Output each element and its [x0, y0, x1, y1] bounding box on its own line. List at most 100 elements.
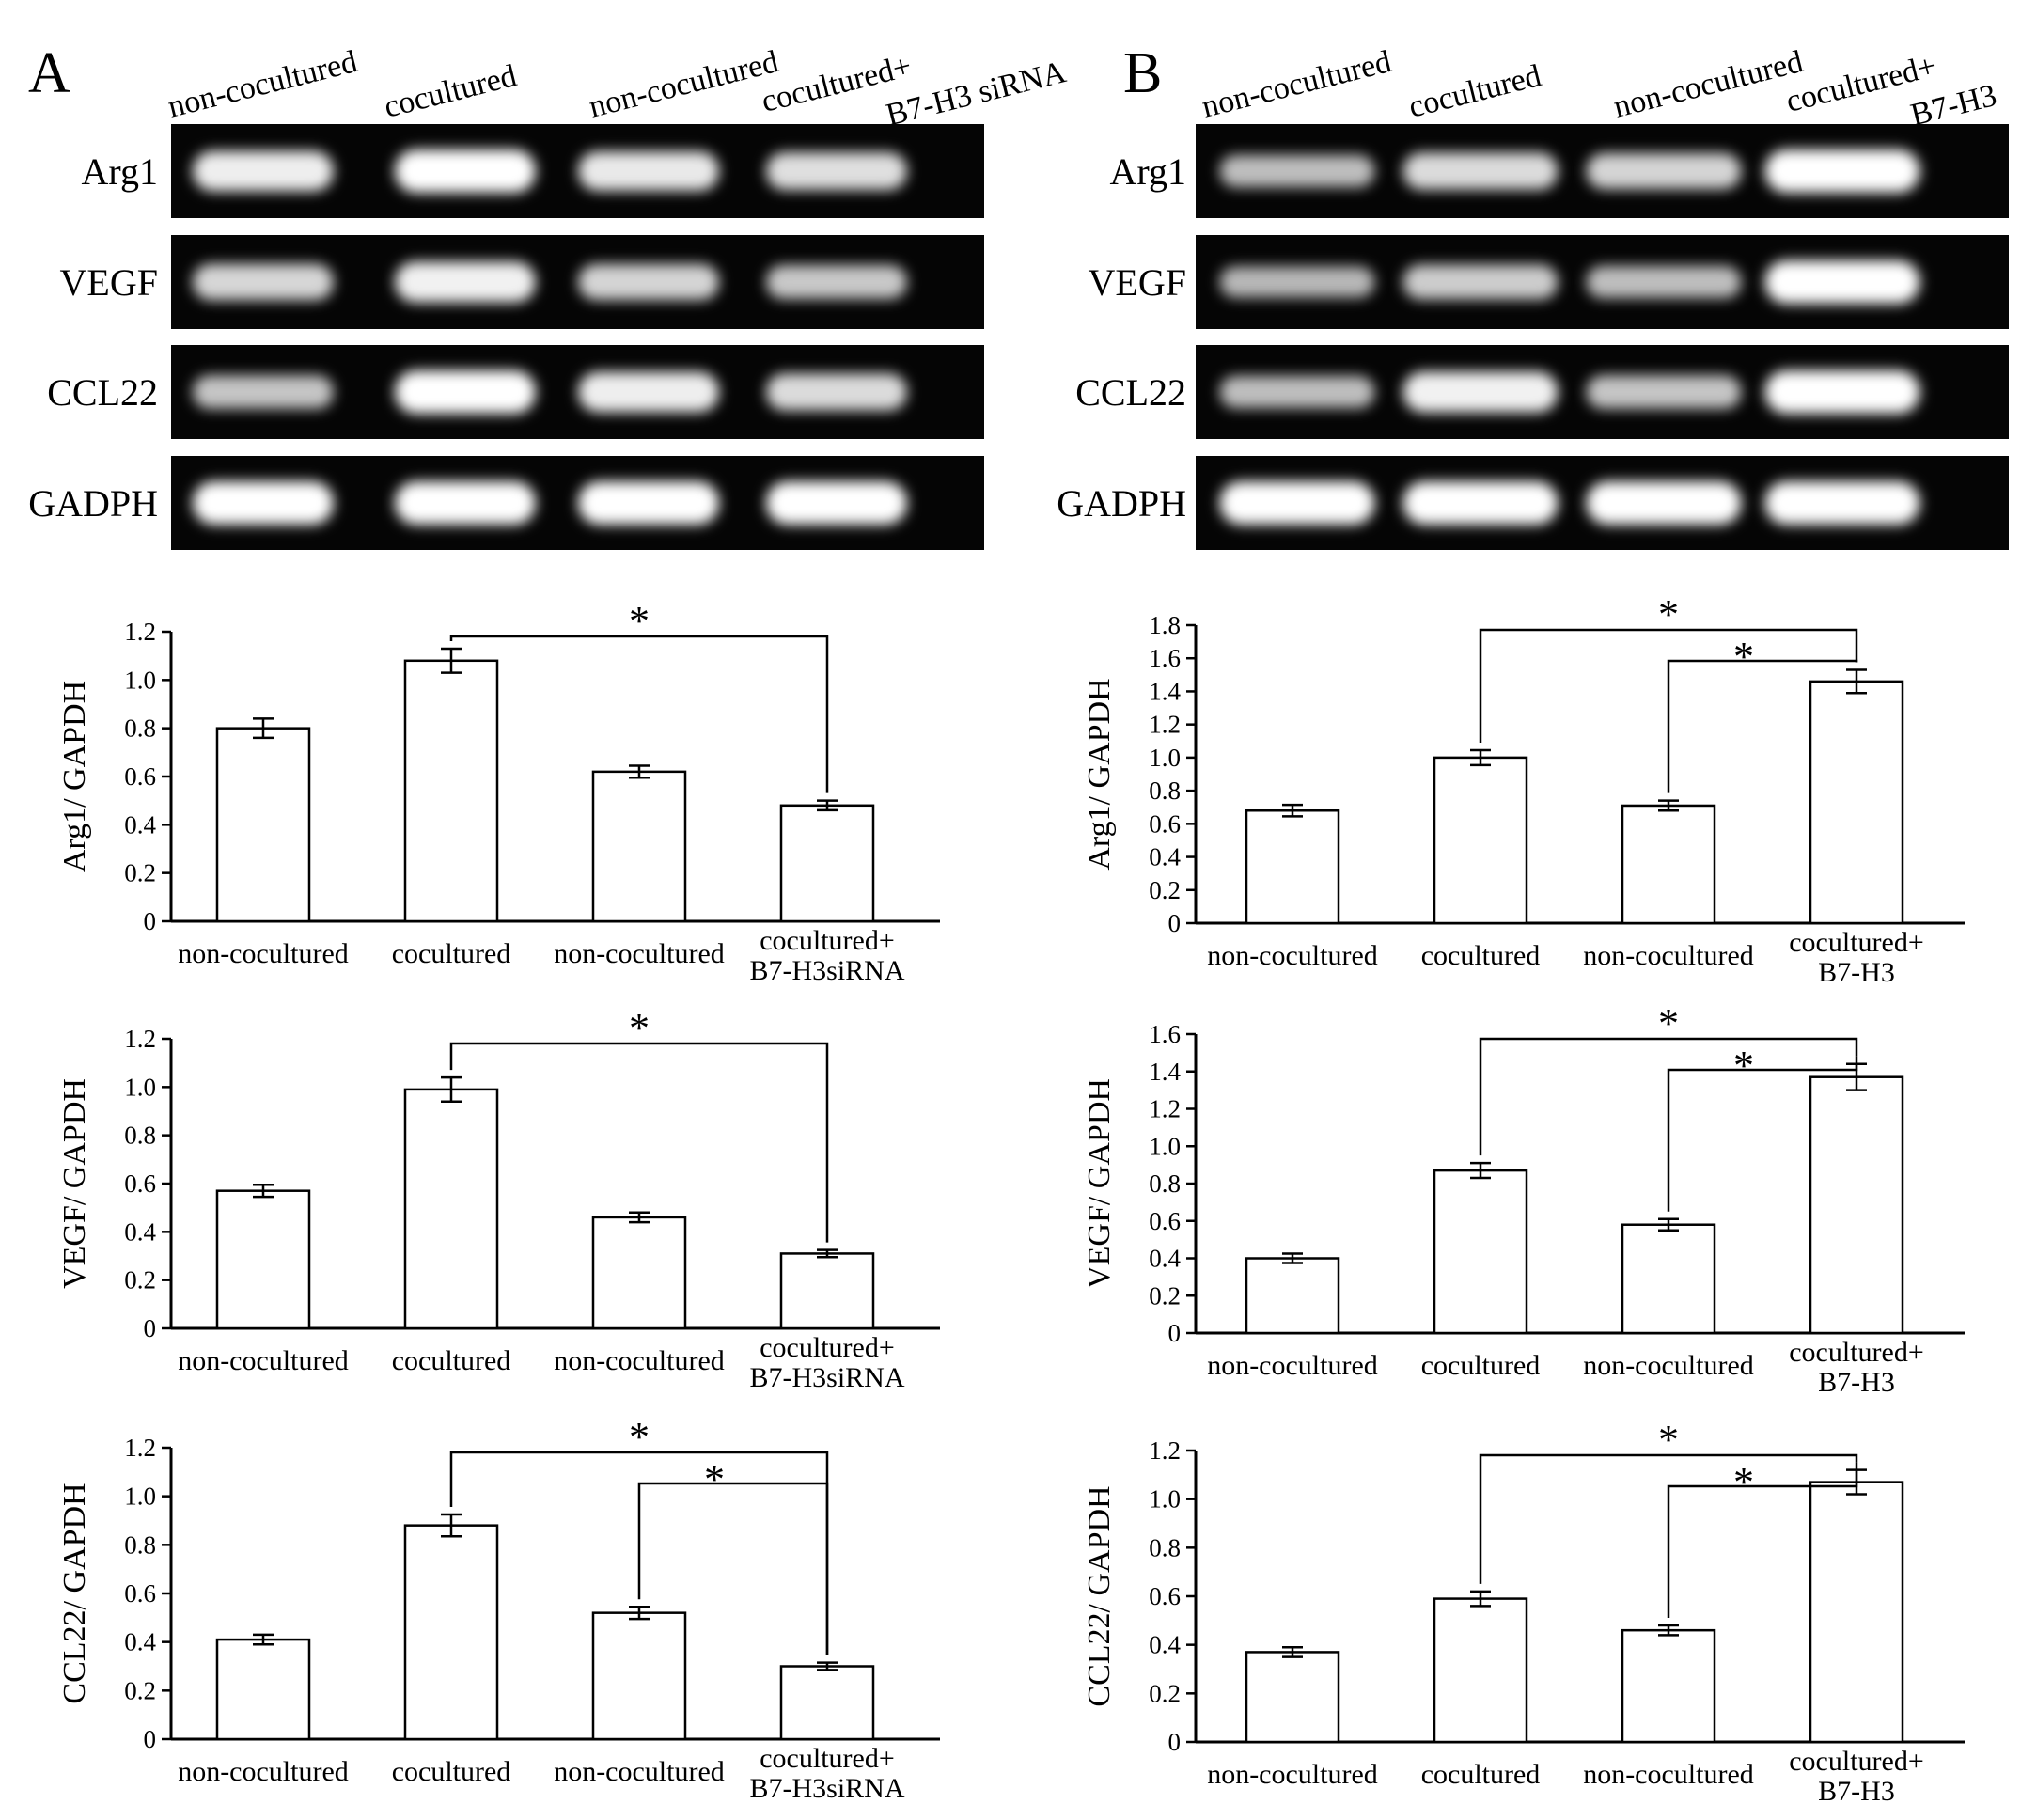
significance-star: *	[629, 598, 650, 644]
lane-header: cocultured	[381, 58, 520, 125]
y-tick-label: 1.0	[124, 1073, 156, 1101]
y-tick-label: 1.4	[1149, 677, 1181, 705]
y-tick-label: 1.6	[1149, 1020, 1181, 1048]
bar	[1433, 756, 1528, 925]
category-label: cocultured+	[760, 925, 895, 956]
bar-chart-a-2: 0 0.2 0.4 0.6 0.8 1.0 1.2 VEGF/ GAPDH non-cocult…	[57, 1005, 940, 1393]
y-tick-label: 1.2	[124, 618, 156, 646]
significance-bracket	[449, 1042, 829, 1243]
gel-band	[766, 481, 907, 525]
gel-band	[1402, 481, 1559, 525]
category-label: cocultured	[1421, 1759, 1541, 1790]
gene-label: CCL22	[47, 371, 158, 414]
y-tick-label: 0.6	[1149, 1582, 1181, 1610]
category-label: B7-H3siRNA	[749, 1362, 904, 1393]
y-tick-label: 0.8	[124, 1122, 156, 1150]
category-label: cocultured	[392, 1345, 511, 1376]
category-label: non-cocultured	[1207, 940, 1378, 971]
bar	[1433, 1597, 1528, 1744]
significance-star: *	[1658, 1000, 1679, 1046]
gel-band	[193, 263, 334, 301]
y-tick-label: 0.6	[124, 762, 156, 791]
bar	[779, 1252, 875, 1330]
significance-bracket	[1479, 1453, 1858, 1584]
y-tick-label: 1.6	[1149, 644, 1181, 672]
category-label: cocultured	[1421, 1350, 1541, 1381]
y-tick-label: 0.8	[1149, 777, 1181, 805]
bar	[591, 1216, 687, 1330]
category-label: cocultured+	[760, 1743, 895, 1774]
y-tick-label: 0.2	[1149, 876, 1181, 904]
category-label: non-cocultured	[554, 1756, 725, 1787]
significance-star: *	[704, 1456, 725, 1502]
y-tick-label: 0	[144, 1314, 157, 1342]
y-tick-label: 1.0	[124, 666, 156, 694]
gel-band	[395, 149, 536, 193]
y-tick-label: 0.2	[124, 859, 156, 887]
y-tick-label: 1.2	[1149, 1095, 1181, 1123]
gel-band	[1586, 265, 1742, 299]
gel-band	[1402, 264, 1559, 300]
significance-bracket	[637, 1482, 829, 1655]
lane-header-text: cocultured	[1405, 58, 1544, 125]
significance-bracket	[1667, 1462, 1858, 1618]
gel-band	[1402, 371, 1559, 413]
bar	[1621, 1628, 1716, 1744]
y-axis-label: CCL22/ GAPDH	[57, 1483, 92, 1703]
y-tick-label: 0.2	[1149, 1281, 1181, 1310]
gel-band	[1586, 481, 1742, 525]
category-label: non-cocultured	[1207, 1759, 1378, 1790]
bar-chart-a-1: 0 0.2 0.4 0.6 0.8 1.0 1.2 Arg1/ GAPDH non-cocult…	[57, 598, 940, 986]
bar-chart-b-3: 0 0.2 0.4 0.6 0.8 1.0 1.2 CCL22/ GAPDH non-cocul…	[1082, 1417, 1965, 1807]
lane-header: non-cocultured	[1198, 44, 1395, 125]
gel-band	[578, 150, 719, 192]
lane-header-text: non-cocultured	[1610, 44, 1807, 125]
y-tick-label: 0.4	[124, 810, 156, 839]
category-label: B7-H3	[1818, 957, 1895, 988]
gene-label: GADPH	[1057, 482, 1186, 525]
category-label: cocultured+	[760, 1332, 895, 1363]
gel-band	[1219, 266, 1375, 298]
gel-band	[1219, 481, 1375, 525]
significance-star: *	[1658, 591, 1679, 637]
y-axis-label: VEGF/ GAPDH	[1082, 1078, 1117, 1289]
category-label: cocultured	[392, 1756, 511, 1787]
bar	[1809, 1075, 1904, 1335]
y-tick-label: 0	[144, 1725, 157, 1753]
bar	[1621, 804, 1716, 925]
category-label: non-cocultured	[1583, 1350, 1754, 1381]
gel-band	[193, 375, 334, 409]
y-tick-label: 0.4	[124, 1628, 156, 1656]
gel-band	[1764, 149, 1920, 193]
bar	[1245, 1651, 1340, 1744]
bar	[215, 1638, 311, 1741]
y-tick-label: 0.8	[1149, 1169, 1181, 1198]
y-tick-label: 0.8	[1149, 1533, 1181, 1561]
y-axis-label: Arg1/ GAPDH	[57, 681, 92, 872]
significance-star: *	[1733, 634, 1754, 680]
y-tick-label: 1.0	[1149, 1485, 1181, 1514]
bar-chart-b-2: 0 0.2 0.4 0.6 0.8 1.0 1.2 1.4 1.6 VEGF/ GAPDH non-…	[1082, 1000, 1965, 1398]
gel-band	[766, 373, 907, 411]
bar-chart-b-1: 0 0.2 0.4 0.6 0.8 1.0 1.2 1.4 1.6 1.8 Arg1/ GAPDH n…	[1082, 591, 1965, 988]
gene-label: Arg1	[1110, 150, 1186, 193]
category-label: cocultured+	[1789, 1337, 1924, 1368]
category-label: cocultured	[1421, 940, 1541, 971]
lane-header: non-cocultured	[586, 44, 782, 125]
y-tick-label: 0	[1168, 909, 1182, 937]
bar	[403, 1524, 499, 1741]
significance-star: *	[1733, 1043, 1754, 1089]
category-label: non-cocultured	[178, 1345, 349, 1376]
gene-label: VEGF	[60, 261, 158, 304]
y-tick-label: 0	[1168, 1728, 1182, 1756]
gel-band	[193, 150, 334, 192]
bar	[215, 727, 311, 923]
gel-band	[1764, 481, 1920, 525]
lane-header-text: non-cocultured	[586, 44, 782, 125]
gel-band	[766, 264, 907, 300]
gel-band	[1764, 260, 1920, 304]
category-label: non-cocultured	[178, 1756, 349, 1787]
category-label: B7-H3	[1818, 1367, 1895, 1398]
